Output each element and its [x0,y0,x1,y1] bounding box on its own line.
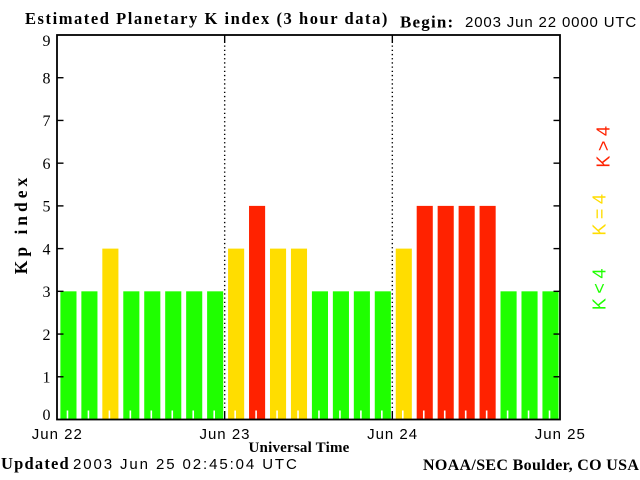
svg-text:Kp index: Kp index [11,174,31,275]
svg-text:NOAA/SEC Boulder, CO USA: NOAA/SEC Boulder, CO USA [423,457,639,474]
svg-text:K<4: K<4 [590,264,610,310]
svg-text:2003 Jun 22 0000 UTC: 2003 Jun 22 0000 UTC [465,14,637,31]
svg-text:7: 7 [43,113,51,130]
svg-text:Estimated Planetary K index (3: Estimated Planetary K index (3 hour data… [25,9,389,28]
svg-text:0: 0 [43,407,51,424]
svg-text:Jun 23: Jun 23 [199,426,250,443]
svg-text:1: 1 [43,370,51,387]
svg-text:3: 3 [43,284,51,301]
svg-text:2003 Jun 25 02:45:04 UTC: 2003 Jun 25 02:45:04 UTC [73,456,299,473]
svg-text:5: 5 [43,199,51,216]
svg-text:Jun 22: Jun 22 [32,426,83,443]
svg-text:K=4: K=4 [590,189,610,235]
svg-text:Jun 24: Jun 24 [367,426,418,443]
svg-text:9: 9 [43,33,51,50]
svg-text:8: 8 [43,71,51,88]
svg-text:K>4: K>4 [594,121,614,167]
svg-text:6: 6 [43,156,51,173]
svg-text:Universal Time: Universal Time [249,440,350,456]
svg-text:Jun 25: Jun 25 [535,426,586,443]
svg-text:4: 4 [43,241,51,258]
svg-text:Begin:: Begin: [400,13,454,32]
svg-text:2: 2 [43,327,51,344]
svg-text:Updated: Updated [1,454,70,473]
